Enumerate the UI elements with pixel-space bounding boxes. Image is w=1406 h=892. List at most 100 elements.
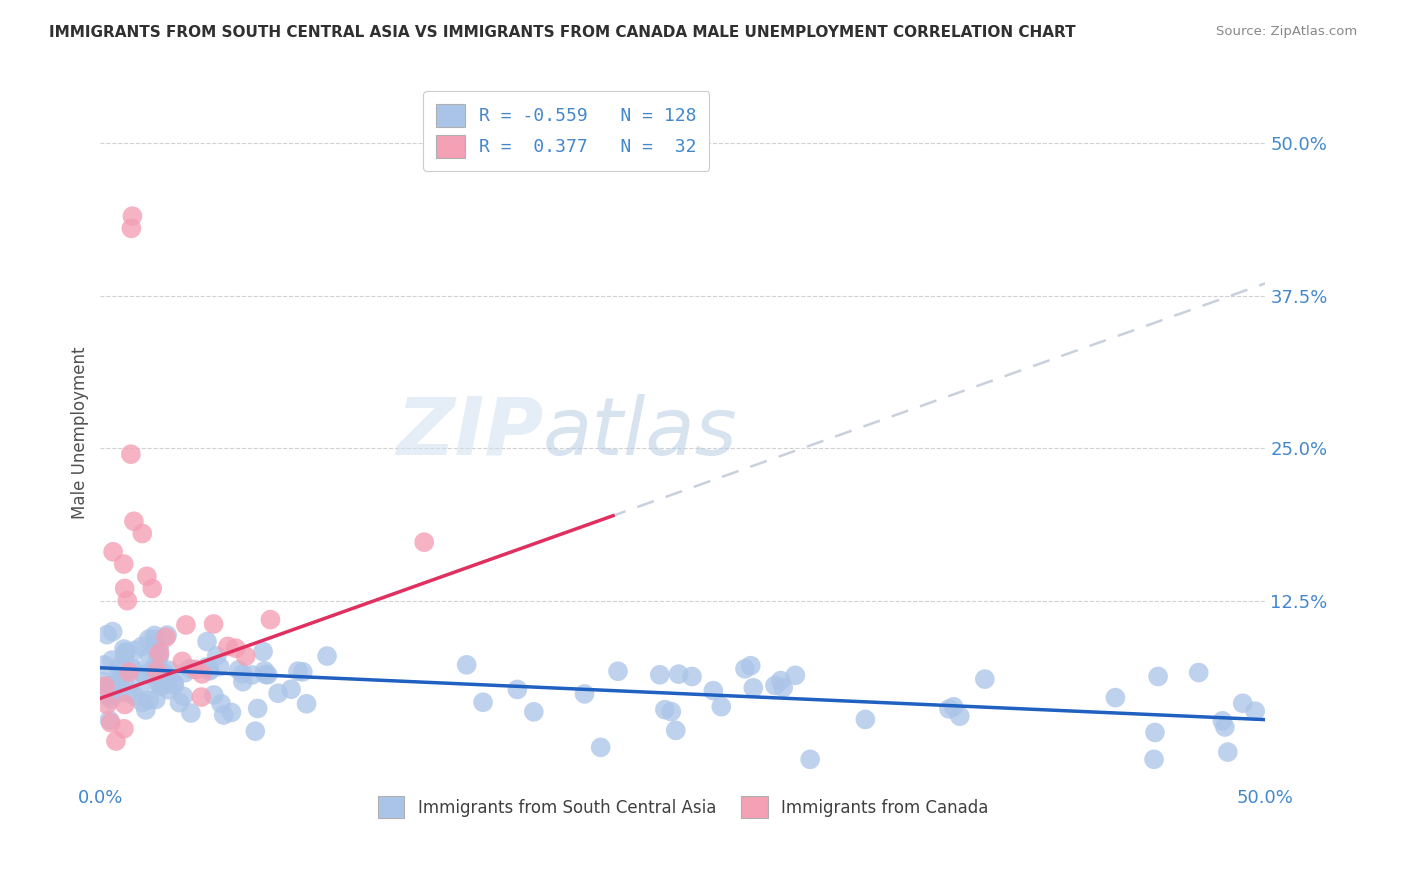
Point	[938, 702, 960, 716]
Point	[195, 634, 218, 648]
Point	[668, 667, 690, 681]
Point	[174, 618, 197, 632]
Point	[108, 658, 131, 673]
Point	[198, 663, 221, 677]
Point	[150, 679, 173, 693]
Point	[101, 545, 124, 559]
Point	[942, 699, 965, 714]
Point	[120, 447, 142, 461]
Point	[174, 665, 197, 680]
Point	[108, 676, 131, 690]
Point	[172, 690, 194, 704]
Point	[143, 628, 166, 642]
Point	[702, 683, 724, 698]
Point	[114, 582, 136, 596]
Point	[114, 646, 136, 660]
Point	[112, 675, 135, 690]
Point	[799, 752, 821, 766]
Point	[169, 696, 191, 710]
Point	[94, 679, 117, 693]
Point	[316, 648, 339, 663]
Point	[221, 706, 243, 720]
Point	[104, 673, 127, 687]
Point	[209, 697, 232, 711]
Point	[1211, 714, 1233, 728]
Text: atlas: atlas	[543, 393, 738, 472]
Point	[198, 664, 221, 678]
Point	[157, 663, 180, 677]
Point	[121, 209, 143, 223]
Point	[146, 650, 169, 665]
Point	[143, 640, 166, 655]
Point	[121, 662, 143, 676]
Point	[949, 709, 972, 723]
Point	[139, 667, 162, 681]
Point	[145, 692, 167, 706]
Point	[148, 641, 170, 656]
Point	[124, 662, 146, 676]
Point	[150, 673, 173, 688]
Point	[131, 640, 153, 654]
Point	[97, 689, 120, 703]
Point	[104, 734, 127, 748]
Point	[149, 679, 172, 693]
Point	[742, 681, 765, 695]
Point	[1232, 696, 1254, 710]
Point	[523, 705, 546, 719]
Point	[231, 667, 253, 681]
Point	[225, 641, 247, 656]
Point	[1104, 690, 1126, 705]
Point	[253, 664, 276, 678]
Point	[195, 660, 218, 674]
Legend: Immigrants from South Central Asia, Immigrants from Canada: Immigrants from South Central Asia, Immi…	[371, 789, 995, 824]
Point	[120, 221, 142, 235]
Point	[146, 664, 169, 678]
Point	[129, 680, 152, 694]
Point	[98, 679, 121, 693]
Point	[107, 686, 129, 700]
Point	[772, 681, 794, 695]
Point	[769, 673, 792, 688]
Point	[180, 706, 202, 720]
Point	[1143, 725, 1166, 739]
Point	[607, 665, 630, 679]
Point	[112, 642, 135, 657]
Point	[1216, 745, 1239, 759]
Point	[98, 713, 121, 727]
Point	[574, 687, 596, 701]
Point	[93, 658, 115, 673]
Text: IMMIGRANTS FROM SOUTH CENTRAL ASIA VS IMMIGRANTS FROM CANADA MALE UNEMPLOYMENT C: IMMIGRANTS FROM SOUTH CENTRAL ASIA VS IM…	[49, 25, 1076, 40]
Point	[117, 686, 139, 700]
Point	[100, 692, 122, 706]
Point	[96, 628, 118, 642]
Point	[280, 682, 302, 697]
Point	[138, 649, 160, 664]
Point	[157, 682, 180, 697]
Point	[149, 664, 172, 678]
Point	[101, 653, 124, 667]
Point	[659, 705, 682, 719]
Point	[763, 679, 786, 693]
Point	[245, 724, 267, 739]
Point	[1143, 752, 1166, 766]
Point	[142, 661, 165, 675]
Point	[138, 693, 160, 707]
Point	[295, 697, 318, 711]
Text: ZIP: ZIP	[395, 393, 543, 472]
Point	[184, 662, 207, 676]
Point	[148, 648, 170, 663]
Point	[212, 708, 235, 723]
Point	[973, 672, 995, 686]
Point	[246, 701, 269, 715]
Point	[114, 645, 136, 659]
Point	[108, 665, 131, 679]
Point	[217, 640, 239, 654]
Point	[202, 617, 225, 632]
Point	[146, 676, 169, 690]
Point	[456, 657, 478, 672]
Point	[112, 722, 135, 736]
Point	[155, 671, 177, 685]
Point	[291, 665, 314, 679]
Point	[710, 699, 733, 714]
Point	[1244, 704, 1267, 718]
